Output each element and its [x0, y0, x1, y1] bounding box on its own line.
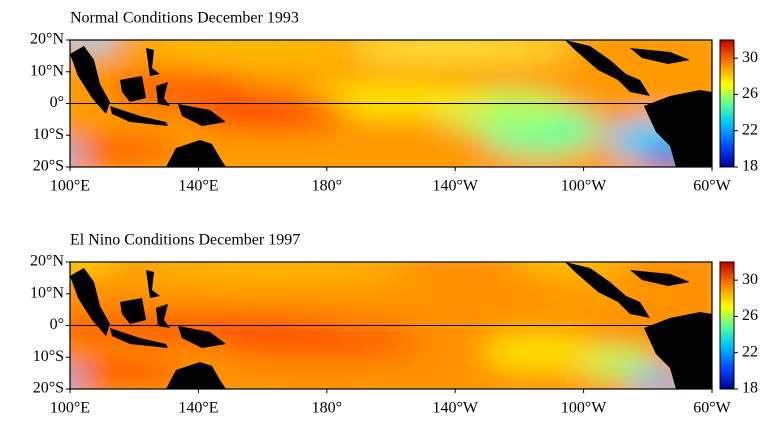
temperature-patch	[220, 327, 420, 357]
x-tick-label: 100°W	[561, 178, 607, 195]
x-tick-label: 100°E	[50, 400, 90, 417]
x-tick-label: 60°W	[693, 400, 731, 417]
temperature-patch	[70, 370, 85, 389]
colorbar-tick-label: 22	[742, 121, 758, 138]
x-tick-label: 100°W	[561, 400, 607, 417]
sst-map	[70, 40, 712, 167]
temperature-patch	[70, 145, 85, 165]
x-tick-label: 180°	[312, 400, 342, 417]
colorbar-tick-label: 30	[742, 271, 758, 288]
x-tick-label: 140°E	[178, 178, 218, 195]
temperature-patch	[70, 140, 180, 160]
colorbar-tick-label: 30	[742, 49, 758, 66]
y-tick-label: 10°S	[33, 348, 64, 365]
y-tick-label: 20°N	[30, 253, 64, 270]
colorbar-tick-label: 22	[742, 343, 758, 360]
x-tick-label: 140°E	[178, 400, 218, 417]
temperature-patch	[70, 362, 185, 382]
panel-title: Normal Conditions December 1993	[70, 10, 299, 27]
x-tick-label: 140°W	[432, 178, 478, 195]
colorbar-tick-label: 26	[742, 307, 758, 324]
colorbar-tick-label: 18	[742, 158, 758, 175]
y-tick-label: 20°S	[33, 380, 64, 397]
y-tick-label: 10°S	[33, 126, 64, 143]
colorbar	[719, 261, 735, 390]
y-tick-label: 10°N	[30, 62, 64, 79]
y-tick-label: 20°S	[33, 158, 64, 175]
temperature-patch	[120, 262, 420, 283]
colorbar-tick-label: 18	[742, 380, 758, 397]
x-tick-label: 140°W	[432, 400, 478, 417]
temperature-patch	[480, 332, 600, 372]
x-tick-label: 60°W	[693, 178, 731, 195]
colorbar-tick-label: 26	[742, 85, 758, 102]
y-tick-label: 10°N	[30, 284, 64, 301]
colorbar	[719, 39, 735, 168]
temperature-patch	[320, 41, 580, 59]
x-tick-label: 180°	[312, 178, 342, 195]
panel-title: El Nino Conditions December 1997	[70, 232, 300, 249]
sst-map	[70, 262, 712, 389]
x-tick-label: 100°E	[50, 178, 90, 195]
y-tick-label: 0°	[50, 94, 64, 111]
y-tick-label: 20°N	[30, 31, 64, 48]
temperature-patch	[140, 40, 360, 65]
temperature-patch	[110, 70, 250, 110]
y-tick-label: 0°	[50, 316, 64, 333]
